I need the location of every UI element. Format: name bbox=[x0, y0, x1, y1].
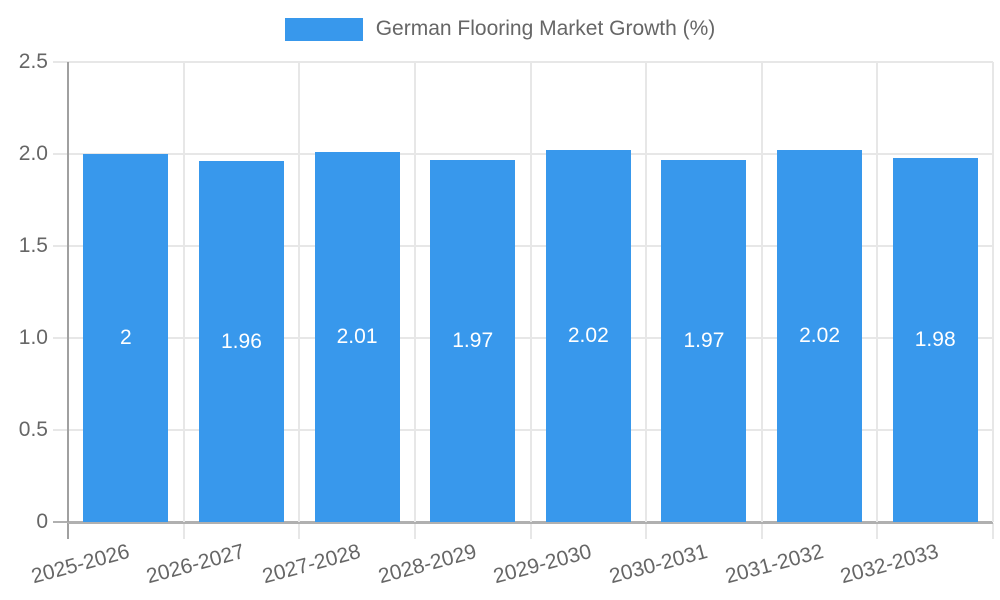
x-axis-tick bbox=[992, 523, 994, 539]
chart-legend[interactable]: German Flooring Market Growth (%) bbox=[0, 16, 1000, 42]
y-axis-label: 2.0 bbox=[18, 142, 48, 165]
y-axis-label: 0.5 bbox=[18, 418, 48, 441]
bar-value-label: 1.98 bbox=[914, 327, 956, 351]
x-axis-tick bbox=[413, 523, 416, 539]
gridline-vertical bbox=[413, 62, 416, 522]
x-axis-tick bbox=[67, 523, 69, 539]
bar-2028-2029[interactable] bbox=[430, 159, 516, 522]
y-axis-label: 2.5 bbox=[18, 50, 48, 73]
y-axis-tick bbox=[53, 153, 68, 155]
x-axis-tick bbox=[182, 523, 185, 539]
bar-value-label: 1.96 bbox=[221, 329, 262, 353]
y-axis-tick bbox=[53, 245, 68, 247]
legend-label: German Flooring Market Growth (%) bbox=[375, 17, 716, 40]
x-axis-tick bbox=[298, 523, 301, 539]
y-axis-line bbox=[67, 62, 69, 522]
bar-2025-2026[interactable] bbox=[83, 154, 169, 522]
y-axis-tick bbox=[53, 429, 68, 431]
gridline-vertical bbox=[298, 62, 301, 522]
gridline-vertical bbox=[182, 62, 185, 522]
bar-2029-2030[interactable] bbox=[545, 150, 631, 522]
bar-value-label: 2.01 bbox=[336, 325, 378, 349]
bar-value-label: 2.02 bbox=[567, 324, 609, 348]
bar-value-label: 2 bbox=[119, 326, 132, 349]
y-axis-tick bbox=[53, 337, 68, 339]
bar-value-label: 1.97 bbox=[683, 328, 725, 352]
bar-value-label: 2.02 bbox=[799, 324, 840, 348]
y-axis-label: 1.0 bbox=[18, 326, 48, 349]
bar-2030-2031[interactable] bbox=[661, 159, 747, 522]
gridline-vertical bbox=[992, 62, 994, 522]
gridline-vertical bbox=[529, 62, 532, 522]
x-axis-tick bbox=[760, 523, 763, 539]
gridline-vertical bbox=[876, 62, 879, 522]
gridline-vertical bbox=[760, 62, 763, 522]
x-axis-tick bbox=[645, 523, 648, 539]
bar-value-label: 1.97 bbox=[452, 328, 494, 352]
x-axis-baseline bbox=[68, 522, 993, 524]
x-axis-tick bbox=[876, 523, 879, 539]
bar-2026-2027[interactable] bbox=[198, 161, 284, 522]
legend-swatch bbox=[284, 17, 363, 41]
y-axis-label: 1.5 bbox=[18, 234, 48, 257]
x-axis-tick bbox=[529, 523, 532, 539]
y-axis-tick bbox=[53, 521, 68, 523]
bar-2027-2028[interactable] bbox=[314, 152, 400, 522]
bar-2032-2033[interactable] bbox=[892, 157, 978, 522]
gridline-vertical bbox=[645, 62, 648, 522]
y-axis-tick bbox=[53, 61, 68, 63]
y-axis-label: 0 bbox=[36, 510, 48, 533]
bar-2031-2032[interactable] bbox=[777, 150, 863, 522]
